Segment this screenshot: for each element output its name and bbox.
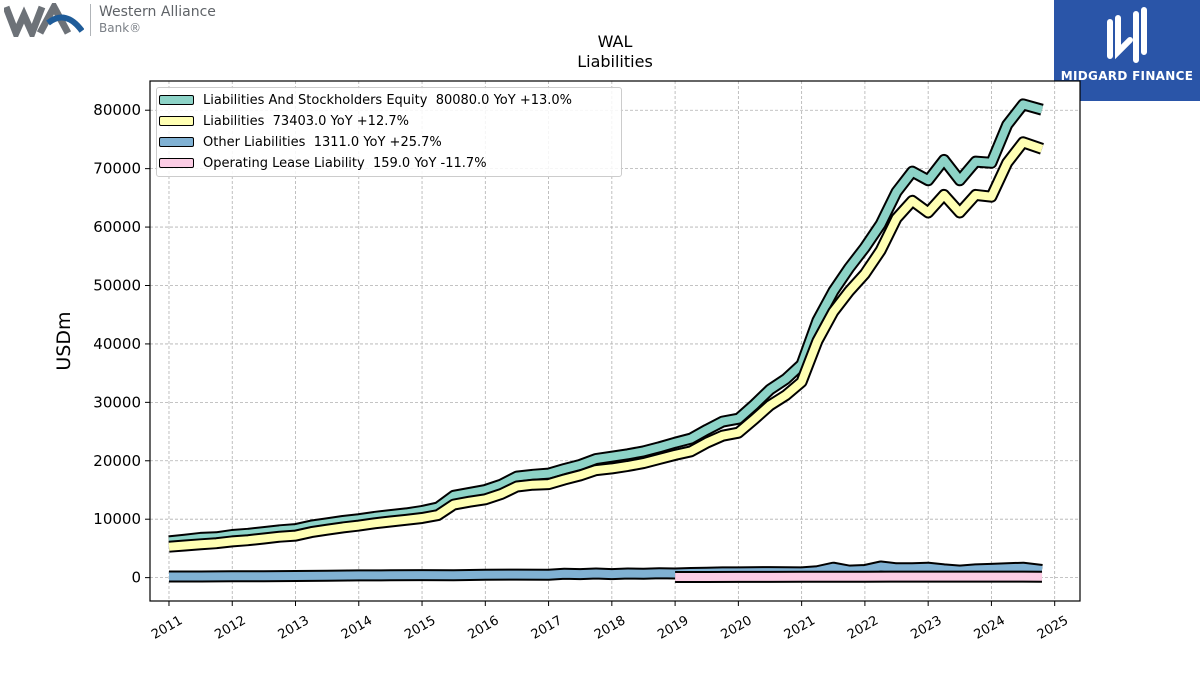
x-tick-label: 2016 (465, 613, 501, 643)
y-tick-label: 20000 (93, 452, 141, 470)
x-tick-label: 2017 (529, 613, 565, 643)
midgard-label: MIDGARD FINANCE (1060, 69, 1194, 83)
y-tick-label: 10000 (93, 510, 141, 528)
x-tick-label: 2025 (1035, 613, 1071, 643)
legend-swatch (159, 158, 194, 168)
legend-swatch (159, 95, 194, 105)
legend-item: Other Liabilities 1311.0 YoY +25.7% (159, 133, 442, 151)
legend-item: Liabilities And Stockholders Equity 8008… (159, 91, 572, 109)
brand-name: Western Alliance (99, 4, 216, 20)
legend-item: Liabilities 73403.0 YoY +12.7% (159, 112, 409, 130)
brand-divider (90, 4, 91, 36)
chart-subtitle: Liabilities (577, 52, 653, 71)
x-tick-label: 2019 (655, 613, 691, 643)
equity-series-line (168, 100, 1044, 546)
legend-label: Other Liabilities 1311.0 YoY +25.7% (203, 134, 442, 150)
x-tick-label: 2014 (339, 613, 375, 643)
y-tick-label: 0 (131, 569, 141, 587)
chart-title: WAL (597, 32, 633, 51)
legend-label: Liabilities And Stockholders Equity 8008… (203, 92, 573, 108)
plot-frame (149, 80, 1081, 602)
x-tick-label: 2024 (972, 613, 1008, 643)
y-tick-label: 40000 (93, 335, 141, 353)
y-tick-label: 80000 (93, 101, 141, 119)
x-tick-label: 2021 (782, 613, 818, 643)
chart-legend: Liabilities And Stockholders Equity 8008… (156, 87, 622, 177)
y-tick-label: 60000 (93, 218, 141, 236)
legend-label: Liabilities 73403.0 YoY +12.7% (203, 113, 409, 129)
x-tick-label: 2022 (845, 613, 881, 643)
x-tick-label: 2020 (719, 613, 755, 643)
midgard-watermark: MIDGARD FINANCE (1054, 0, 1200, 101)
y-axis-label: USDm (53, 311, 75, 370)
y-tick-label: 50000 (93, 276, 141, 294)
midgard-logo-icon (1107, 7, 1147, 63)
x-tick-label: 2018 (592, 613, 628, 643)
legend-label: Operating Lease Liability 159.0 YoY -11.… (203, 155, 487, 171)
x-tick-label: 2023 (908, 613, 944, 643)
legend-item: Operating Lease Liability 159.0 YoY -11.… (159, 154, 487, 172)
brand-subname: Bank® (99, 21, 142, 35)
brand-logo: Western Alliance Bank® (4, 3, 216, 37)
y-tick-label: 70000 (93, 160, 141, 178)
brand-text: Western Alliance Bank® (99, 4, 216, 36)
x-tick-label: 2011 (149, 613, 185, 643)
y-tick-label: 30000 (93, 393, 141, 411)
legend-swatch (159, 137, 194, 147)
western-alliance-logo-icon (4, 3, 84, 37)
x-tick-label: 2013 (276, 613, 312, 643)
liabilities-series-line (168, 138, 1044, 551)
x-tick-label: 2012 (212, 613, 248, 643)
legend-swatch (159, 116, 194, 126)
x-tick-label: 2015 (402, 613, 438, 643)
